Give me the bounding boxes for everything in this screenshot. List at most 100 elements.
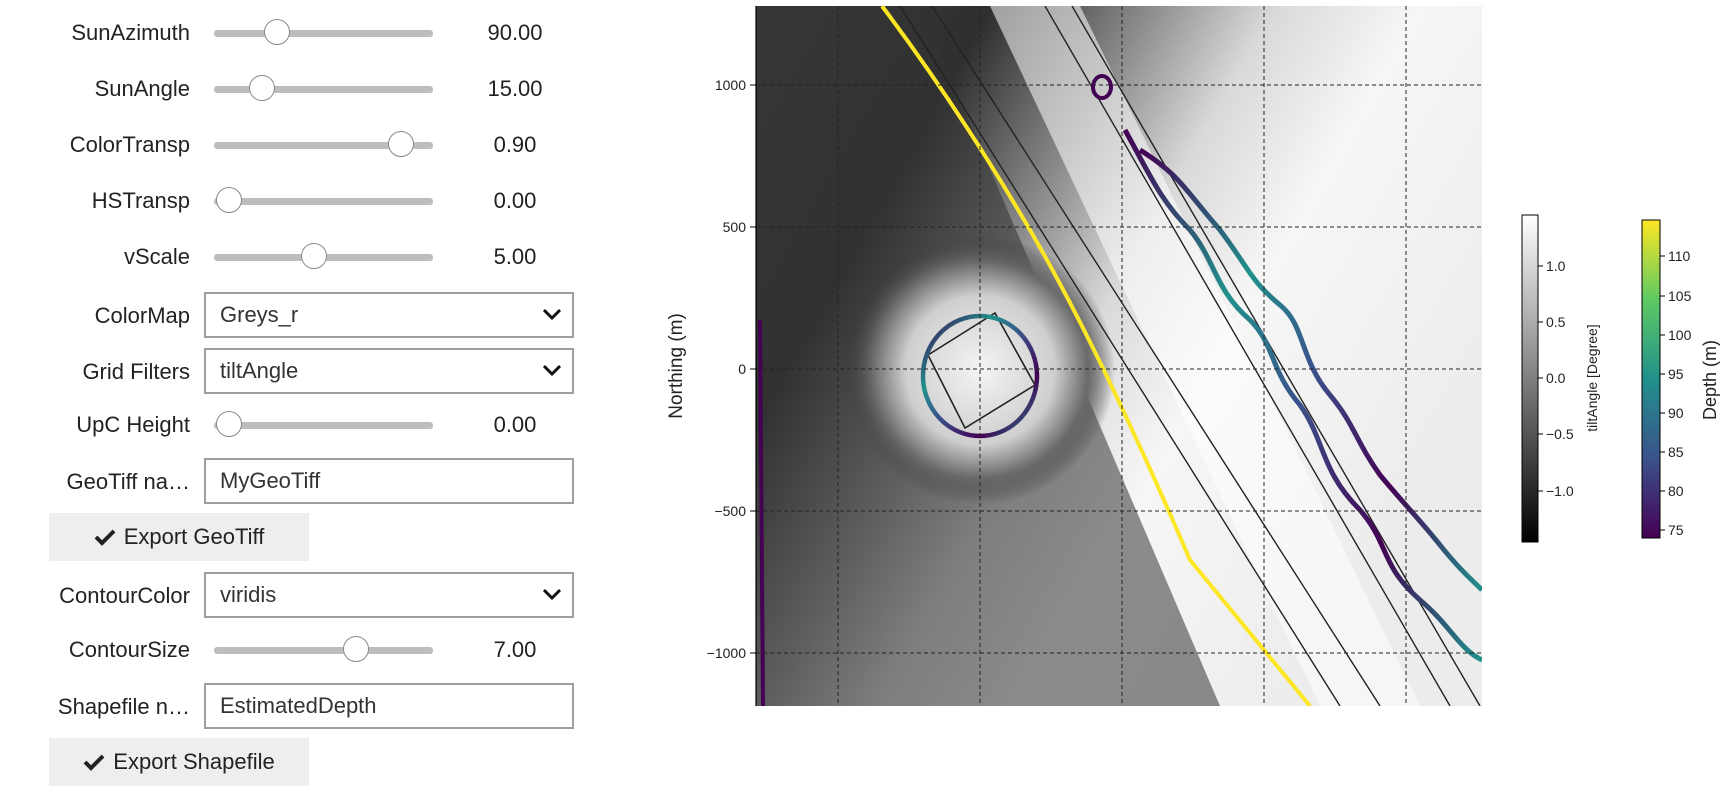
colorbar-tick-label: 75 <box>1668 522 1684 538</box>
contour-color-label: ContourColor <box>59 583 190 608</box>
y-tick-label: −500 <box>714 503 746 519</box>
check-icon <box>94 529 116 546</box>
depth-colorbar: 110 105 100 95 90 85 80 75 Depth (m) <box>1641 219 1720 539</box>
colorbar-tick-label: 105 <box>1668 288 1692 304</box>
slider-handle[interactable] <box>248 75 275 101</box>
vscale-row: vScale 5.00 <box>0 237 600 277</box>
sun-azimuth-slider[interactable] <box>214 13 433 53</box>
sun-angle-label: SunAngle <box>94 76 190 101</box>
export-shapefile-button[interactable]: Export Shapefile <box>49 738 309 786</box>
colorbar-tick-label: 0.5 <box>1546 314 1566 330</box>
y-tick-label: 500 <box>723 219 747 235</box>
slider-track <box>214 86 433 93</box>
y-axis-label: Northing (m) <box>666 313 687 419</box>
colorbar-tick-label: 90 <box>1668 405 1684 421</box>
shapefile-name-label: Shapefile n… <box>57 694 190 719</box>
slider-track <box>214 647 433 654</box>
export-shapefile-label: Export Shapefile <box>113 749 275 774</box>
colorbar-tick-label: −0.5 <box>1546 426 1574 442</box>
color-transp-value: 0.90 <box>493 132 537 157</box>
grid-filters-row: Grid Filters tiltAngle <box>0 348 600 396</box>
colorbar-tick-label: 0.0 <box>1546 370 1566 386</box>
geotiff-name-row: GeoTiff na… MyGeoTiff <box>0 458 600 506</box>
upc-height-slider[interactable] <box>214 405 433 445</box>
contour-size-row: ContourSize 7.00 <box>0 630 600 670</box>
slider-handle[interactable] <box>387 131 414 157</box>
color-transp-slider[interactable] <box>214 125 433 165</box>
colorbar-tick-label: 95 <box>1668 366 1684 382</box>
slider-handle[interactable] <box>215 411 242 437</box>
hs-transp-value: 0.00 <box>493 188 537 213</box>
contour-color-select[interactable]: viridis <box>204 572 574 618</box>
tilt-angle-image <box>756 6 1482 706</box>
vscale-label: vScale <box>123 244 190 269</box>
contour-size-value: 7.00 <box>493 637 537 662</box>
map-grid <box>756 6 1482 706</box>
upc-height-value: 0.00 <box>493 412 537 437</box>
geotiff-name-input[interactable]: MyGeoTiff <box>204 458 574 504</box>
slider-track <box>214 30 433 37</box>
y-tick-label: 1000 <box>715 77 746 93</box>
geotiff-name-label: GeoTiff na… <box>66 469 190 494</box>
shapefile-name-value: EstimatedDepth <box>220 693 377 718</box>
vscale-slider[interactable] <box>214 237 433 277</box>
hs-transp-label: HSTransp <box>91 188 190 213</box>
slider-track <box>214 422 433 429</box>
colormap-row: ColorMap Greys_r <box>0 292 600 340</box>
shapefile-name-row: Shapefile n… EstimatedDepth <box>0 683 600 731</box>
y-tick-label: −1000 <box>707 645 747 661</box>
sun-azimuth-row: SunAzimuth 90.00 <box>0 13 600 53</box>
chevron-down-icon <box>542 588 562 601</box>
hs-transp-row: HSTransp 0.00 <box>0 181 600 221</box>
sun-azimuth-value: 90.00 <box>487 20 543 45</box>
colorbar-tick-label: 85 <box>1668 444 1684 460</box>
depth-contour-yellow <box>880 6 1312 706</box>
contour-size-slider[interactable] <box>214 630 433 670</box>
y-axis: 1000 500 0 −500 −1000 <box>707 77 756 661</box>
colorbar-tick-label: 80 <box>1668 483 1684 499</box>
grid-filters-selected-value: tiltAngle <box>220 358 299 383</box>
colormap-selected-value: Greys_r <box>220 302 299 327</box>
contour-size-label: ContourSize <box>68 637 190 662</box>
colorbar-tick-label: 1.0 <box>1546 258 1566 274</box>
color-transp-label: ColorTransp <box>69 132 190 157</box>
slider-handle[interactable] <box>215 187 242 213</box>
colorbar-label: Depth (m) <box>1700 340 1720 420</box>
slider-handle[interactable] <box>343 636 370 662</box>
slider-handle[interactable] <box>300 243 327 269</box>
colormap-select[interactable]: Greys_r <box>204 292 574 338</box>
y-tick-label: 0 <box>738 361 746 377</box>
shapefile-name-input[interactable]: EstimatedDepth <box>204 683 574 729</box>
upc-height-row: UpC Height 0.00 <box>0 405 600 445</box>
sun-azimuth-label: SunAzimuth <box>71 20 190 45</box>
export-geotiff-button[interactable]: Export GeoTiff <box>49 513 309 561</box>
chevron-down-icon <box>542 308 562 321</box>
contour-color-selected-value: viridis <box>220 582 277 607</box>
colorbar-tick-label: 110 <box>1668 248 1691 264</box>
sun-angle-slider[interactable] <box>214 69 433 109</box>
slider-track <box>214 142 433 149</box>
contour-color-row: ContourColor viridis <box>0 572 600 620</box>
depth-contour-body-b <box>1138 147 1482 592</box>
sun-angle-row: SunAngle 15.00 <box>0 69 600 109</box>
vscale-value: 5.00 <box>493 244 537 269</box>
chevron-down-icon <box>542 364 562 377</box>
colorbar-tick-label: −1.0 <box>1546 483 1574 499</box>
slider-handle[interactable] <box>264 19 291 45</box>
sun-angle-value: 15.00 <box>487 76 543 101</box>
color-transp-row: ColorTransp 0.90 <box>0 125 600 165</box>
slider-track <box>214 198 433 205</box>
grid-filters-label: Grid Filters <box>82 359 190 384</box>
check-icon <box>83 754 105 771</box>
upc-height-label: UpC Height <box>76 412 190 437</box>
hs-transp-slider[interactable] <box>214 181 433 221</box>
control-panel: SunAzimuth 90.00 SunAngle 15.00 ColorTra… <box>0 0 600 797</box>
map-figure: 1000 500 0 −500 −1000 Northing (m) 1.0 0… <box>666 6 1720 706</box>
colormap-label: ColorMap <box>94 303 190 328</box>
tilt-angle-colorbar: 1.0 0.5 0.0 −0.5 −1.0 tiltAngle [Degree] <box>1521 214 1600 543</box>
grid-filters-select[interactable]: tiltAngle <box>204 348 574 394</box>
export-geotiff-label: Export GeoTiff <box>123 524 265 549</box>
geotiff-name-value: MyGeoTiff <box>220 468 321 493</box>
colorbar-tick-label: 100 <box>1668 327 1692 343</box>
colorbar-label: tiltAngle [Degree] <box>1584 324 1600 431</box>
